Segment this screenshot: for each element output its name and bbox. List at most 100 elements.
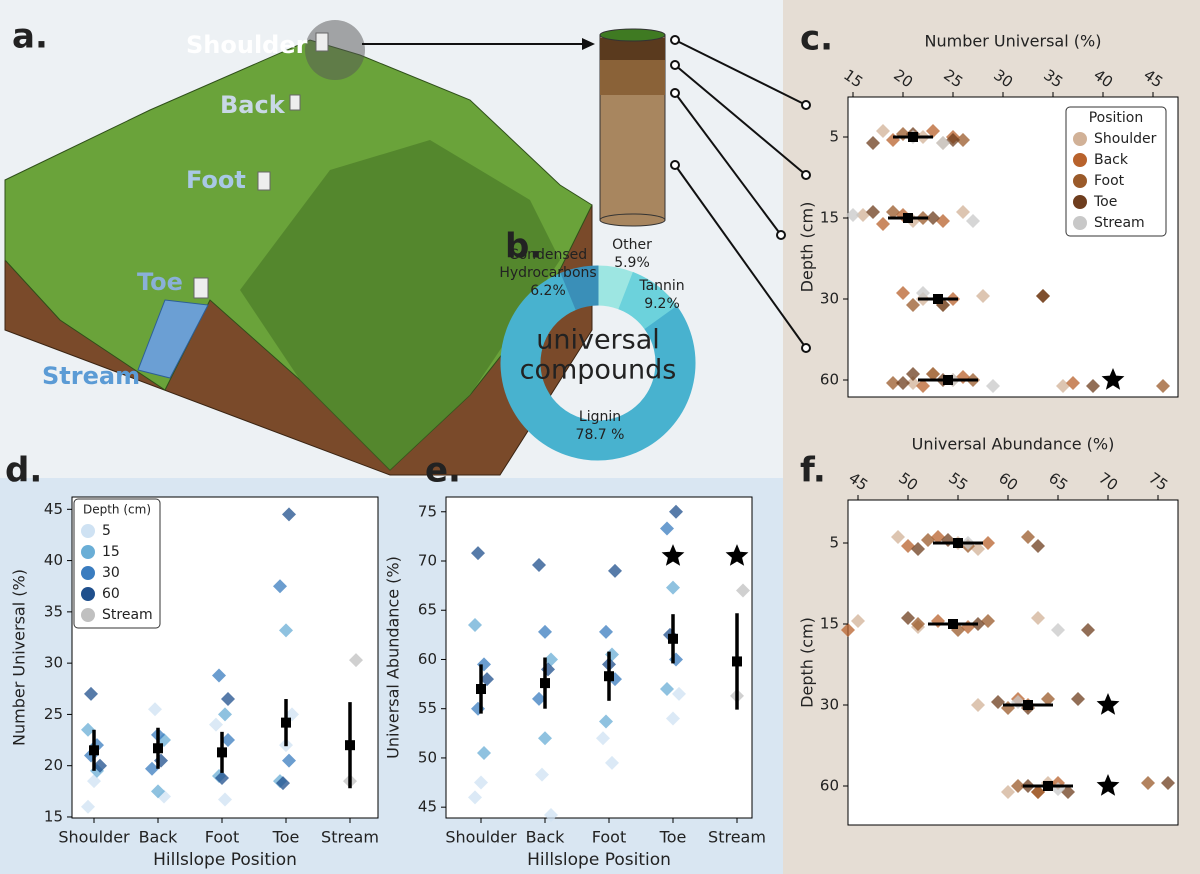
panel-label: e. <box>425 451 461 491</box>
point <box>81 799 95 814</box>
point <box>1071 692 1085 706</box>
point <box>876 124 890 138</box>
mean-marker <box>732 656 742 667</box>
point <box>468 618 482 633</box>
y-tick-label: 25 <box>44 705 63 723</box>
point <box>846 208 860 222</box>
point <box>911 617 925 631</box>
point <box>1161 776 1175 790</box>
y-tick-label: 50 <box>418 748 437 766</box>
x-tick-label: Stream <box>708 828 766 847</box>
y-axis-title: Number Universal (%) <box>10 569 29 746</box>
legend-swatch <box>1073 216 1087 230</box>
y-tick-label: 45 <box>44 500 63 518</box>
y-tick-label: 30 <box>820 696 839 714</box>
point <box>986 379 1000 393</box>
y-tick-label: 5 <box>829 534 839 552</box>
legend-box <box>1065 106 1167 237</box>
significance-star <box>1096 774 1120 796</box>
y-tick-label: 45 <box>418 798 437 816</box>
link-end <box>776 230 786 240</box>
point <box>81 722 95 737</box>
point <box>1141 776 1155 790</box>
y-tick-label: 20 <box>44 756 63 774</box>
point <box>215 771 229 786</box>
legend-swatch <box>1073 174 1087 188</box>
core-icon <box>289 94 301 111</box>
legend-label: Stream <box>102 607 153 623</box>
pie-slice <box>500 272 696 461</box>
mean-marker <box>668 633 678 644</box>
point <box>599 714 613 729</box>
point <box>273 579 287 594</box>
point <box>87 774 101 789</box>
plot-area <box>847 499 1179 826</box>
point <box>279 623 293 638</box>
legend-swatch <box>1073 195 1087 209</box>
position-label: Shoulder <box>186 31 308 59</box>
point <box>151 784 165 799</box>
center-text: compounds <box>520 355 677 386</box>
y-axis-title: Universal Abundance (%) <box>384 556 403 759</box>
stream <box>137 299 209 379</box>
legend-label: 30 <box>102 565 120 581</box>
point <box>1011 779 1025 793</box>
link <box>674 64 807 176</box>
point <box>538 624 552 639</box>
y-axis-title: Depth (cm) <box>798 617 817 708</box>
point <box>1156 379 1170 393</box>
point <box>221 692 235 707</box>
point <box>84 686 98 701</box>
slice-label: Tannin <box>639 278 685 294</box>
panel-label: b. <box>505 227 542 267</box>
panel-label: c. <box>800 19 833 59</box>
marks <box>846 124 1170 393</box>
y-tick-label: 15 <box>820 209 839 227</box>
position-label: Toe <box>137 268 183 296</box>
y-tick-label: 35 <box>44 602 63 620</box>
x-tick-label: Back <box>139 828 179 847</box>
point <box>981 536 995 550</box>
point <box>596 731 610 746</box>
core-top <box>599 28 666 42</box>
point <box>926 211 940 225</box>
point <box>906 367 920 381</box>
point <box>148 702 162 717</box>
mean-marker <box>604 671 614 682</box>
point <box>1031 539 1045 553</box>
mean-marker <box>953 538 963 548</box>
point <box>991 695 1005 709</box>
point <box>599 624 613 639</box>
y-tick-label: 5 <box>829 128 839 146</box>
point <box>976 289 990 303</box>
x-tick-label: Foot <box>205 828 239 847</box>
slice-value: 9.2% <box>644 296 680 312</box>
panel-label: a. <box>12 17 48 57</box>
x-tick-label: Foot <box>592 828 626 847</box>
position-label: Foot <box>186 166 246 194</box>
plot-area <box>445 496 753 819</box>
core-links <box>670 35 811 353</box>
significance-star <box>725 544 749 566</box>
core-icon <box>257 171 271 191</box>
y-tick-label: 30 <box>44 654 63 672</box>
y-tick-label: 60 <box>820 371 839 389</box>
point <box>209 717 223 732</box>
point <box>926 124 940 138</box>
point <box>349 653 363 668</box>
point <box>886 205 900 219</box>
link-end <box>670 88 680 98</box>
point <box>886 376 900 390</box>
core-icon <box>193 277 209 299</box>
significance-star <box>1096 693 1120 715</box>
point <box>956 205 970 219</box>
panel-label: d. <box>5 451 42 491</box>
x-tick-label: Toe <box>272 828 300 847</box>
slice-value: 6.2% <box>530 283 566 299</box>
point <box>896 286 910 300</box>
mean-marker <box>476 684 486 695</box>
mean-marker <box>1023 700 1033 710</box>
point <box>672 686 686 701</box>
point <box>896 376 910 390</box>
mean-marker <box>1043 781 1053 791</box>
